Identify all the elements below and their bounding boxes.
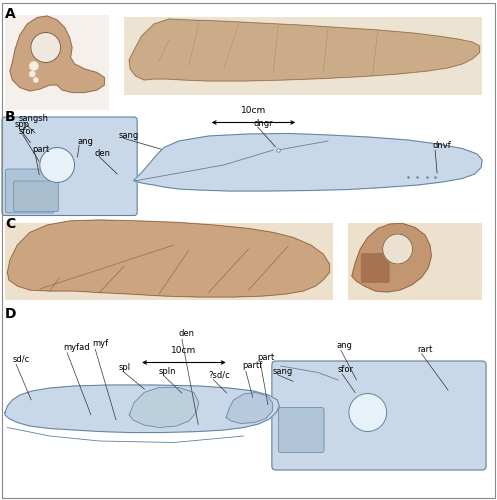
Text: 10cm: 10cm (241, 106, 266, 115)
Text: rart: rart (417, 344, 433, 354)
Polygon shape (352, 224, 431, 292)
Bar (5, 222, 333, 300)
Circle shape (40, 148, 75, 182)
Text: sfor: sfor (19, 126, 35, 136)
Text: 10cm: 10cm (171, 346, 196, 355)
Bar (124, 18, 482, 95)
Bar (5, 15, 109, 110)
Text: C: C (5, 218, 15, 232)
FancyBboxPatch shape (5, 169, 54, 213)
Circle shape (349, 394, 387, 432)
Text: dngr: dngr (253, 119, 273, 128)
Polygon shape (5, 385, 279, 432)
Text: B: B (5, 110, 15, 124)
Polygon shape (129, 388, 199, 428)
Text: A: A (5, 8, 16, 22)
Circle shape (33, 78, 38, 82)
Polygon shape (7, 220, 330, 297)
Circle shape (29, 62, 38, 70)
Text: part: part (257, 353, 275, 362)
FancyBboxPatch shape (278, 408, 324, 453)
Polygon shape (129, 19, 480, 81)
Text: sangsh: sangsh (19, 114, 49, 123)
Circle shape (383, 234, 413, 264)
Text: myfad: myfad (64, 343, 90, 352)
Text: partf: partf (243, 362, 263, 370)
Text: spl: spl (118, 362, 130, 372)
Text: spln: spln (159, 366, 176, 376)
Text: den: den (179, 330, 195, 338)
Text: ?sd/c: ?sd/c (209, 370, 231, 380)
Bar (348, 222, 482, 300)
Text: ang: ang (77, 136, 93, 145)
Text: myf: myf (92, 340, 108, 348)
Text: spp: spp (15, 120, 30, 129)
Text: sfor: sfor (338, 364, 354, 374)
Polygon shape (10, 16, 104, 92)
Text: D: D (5, 308, 16, 322)
FancyBboxPatch shape (272, 361, 486, 470)
Text: part: part (32, 146, 50, 154)
Text: sang: sang (272, 366, 293, 376)
Circle shape (31, 32, 61, 62)
Text: sd/c: sd/c (12, 354, 30, 364)
Text: ang: ang (337, 340, 353, 349)
FancyBboxPatch shape (13, 181, 59, 212)
FancyBboxPatch shape (361, 253, 390, 283)
Circle shape (29, 71, 35, 77)
Polygon shape (226, 392, 272, 424)
Text: sang: sang (118, 132, 139, 140)
Text: den: den (94, 148, 110, 158)
Text: dnvf: dnvf (432, 142, 451, 150)
Polygon shape (134, 134, 482, 191)
FancyBboxPatch shape (2, 117, 137, 216)
